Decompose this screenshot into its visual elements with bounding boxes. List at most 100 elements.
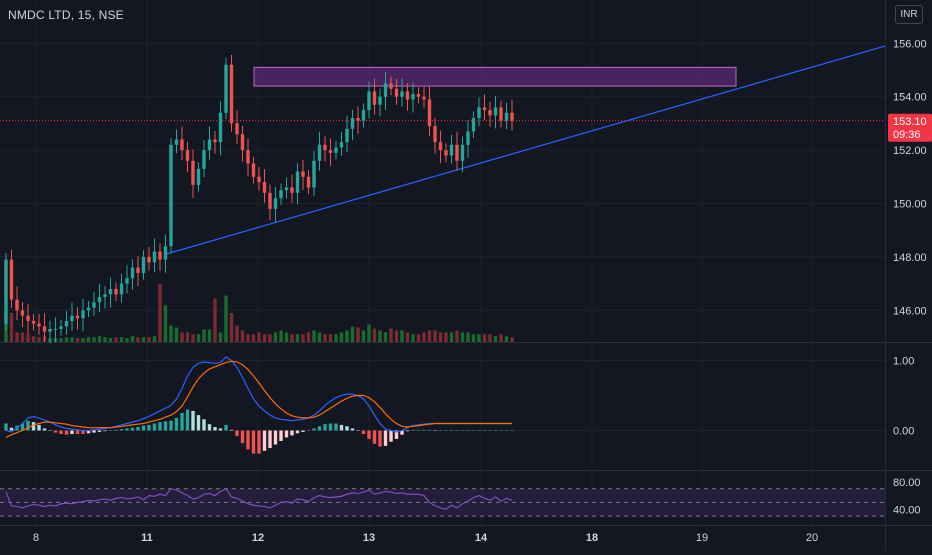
volume-bar — [224, 295, 228, 342]
macd-histogram-bar — [284, 430, 289, 438]
macd-histogram-bar — [147, 424, 151, 431]
volume-bar — [499, 334, 503, 342]
volume-bar — [229, 313, 234, 342]
time-axis-label: 11 — [141, 532, 153, 544]
macd-histogram-bar — [438, 430, 443, 431]
candle-body — [86, 307, 91, 311]
rsi-axis-label: 80.00 — [893, 477, 921, 489]
volume-bar — [328, 334, 333, 342]
candle-body — [284, 187, 289, 191]
volume-bar — [136, 337, 140, 342]
macd-histogram-bar — [510, 430, 514, 431]
macd-histogram-bar — [306, 430, 311, 431]
time-axis-label: 12 — [252, 532, 264, 544]
macd-histogram-bar — [169, 420, 173, 431]
macd-histogram-bar — [301, 430, 305, 432]
candle-body — [378, 96, 382, 105]
macd-histogram-bar — [499, 430, 503, 431]
volume-bar — [345, 330, 349, 342]
candle-body — [48, 328, 52, 332]
macd-histogram-bar — [37, 424, 41, 431]
macd-histogram-bar — [312, 428, 316, 431]
candle-body — [64, 320, 69, 327]
candle-body — [114, 288, 118, 295]
volume-bar — [290, 334, 294, 342]
volume-bar — [59, 338, 63, 342]
candle-body — [75, 315, 80, 319]
candle-body — [350, 118, 355, 129]
candle-body — [273, 198, 278, 209]
macd-histogram-bar — [290, 430, 294, 436]
macd-histogram-bar — [427, 429, 432, 431]
resistance-zone[interactable] — [253, 66, 737, 87]
candle-body — [488, 110, 492, 116]
volume-bar — [471, 334, 476, 342]
candle-body — [301, 171, 305, 177]
rsi-line — [5, 487, 513, 510]
volume-bar — [262, 334, 267, 342]
volume-bar — [301, 334, 305, 342]
price-axis-label: 150.00 — [893, 199, 927, 211]
macd-histogram-bar — [295, 430, 300, 434]
macd-histogram-bar — [471, 430, 476, 431]
macd-histogram-bar — [42, 428, 47, 431]
volume-bar — [427, 330, 432, 342]
volume-bar — [70, 337, 74, 342]
volume-bar — [163, 305, 168, 342]
candle-body — [20, 310, 25, 316]
candle-body — [279, 190, 283, 199]
macd-histogram-bar — [482, 430, 487, 431]
macd-histogram-bar — [97, 430, 102, 432]
volume-bar — [400, 330, 404, 342]
volume-bar — [15, 332, 19, 342]
macd-histogram-bar — [185, 409, 190, 431]
candle-body — [499, 107, 503, 121]
macd-histogram-bar — [152, 423, 157, 431]
volume-bar — [460, 332, 465, 342]
volume-bar — [455, 330, 459, 342]
volume-bar — [158, 284, 162, 342]
volume-bar — [119, 337, 124, 342]
candle-body — [163, 246, 168, 260]
macd-histogram-bar — [246, 430, 250, 450]
volume-bar — [361, 330, 366, 342]
price-axis-label: 148.00 — [893, 252, 927, 264]
volume-bar — [317, 332, 322, 342]
time-axis-label: 14 — [475, 532, 488, 544]
price-axis-label: 146.00 — [893, 305, 927, 317]
volume-bar — [383, 332, 388, 342]
candle-body — [125, 278, 129, 284]
candle-body — [345, 128, 349, 143]
candle-body — [207, 139, 212, 151]
candle-body — [383, 83, 388, 97]
candle-body — [251, 163, 256, 177]
volume-bar — [103, 337, 107, 342]
macd-histogram-bar — [207, 424, 212, 431]
macd-histogram-bar — [202, 419, 206, 431]
volume-bar — [31, 336, 36, 342]
candle-body — [4, 259, 8, 324]
volume-bar — [268, 334, 272, 342]
volume-bar — [334, 334, 338, 342]
candle-body — [405, 91, 410, 100]
macd-histogram-bar — [367, 430, 371, 439]
macd-histogram-bar — [455, 430, 459, 431]
price-badge-value: 153.10 — [893, 116, 927, 128]
trendline[interactable] — [165, 45, 886, 255]
macd-histogram-bar — [345, 426, 349, 431]
price-axis-label: 154.00 — [893, 92, 927, 104]
candle-body — [460, 144, 465, 161]
candle-body — [31, 320, 36, 324]
candle-body — [158, 251, 162, 260]
currency-button[interactable]: INR — [895, 5, 923, 24]
macd-histogram-bar — [20, 423, 25, 431]
macd-histogram-bar — [477, 430, 481, 431]
macd-histogram-bar — [213, 427, 217, 431]
volume-bar — [257, 332, 261, 342]
candle-body — [42, 326, 47, 332]
volume-bar — [152, 336, 157, 342]
volume-bar — [213, 298, 217, 342]
